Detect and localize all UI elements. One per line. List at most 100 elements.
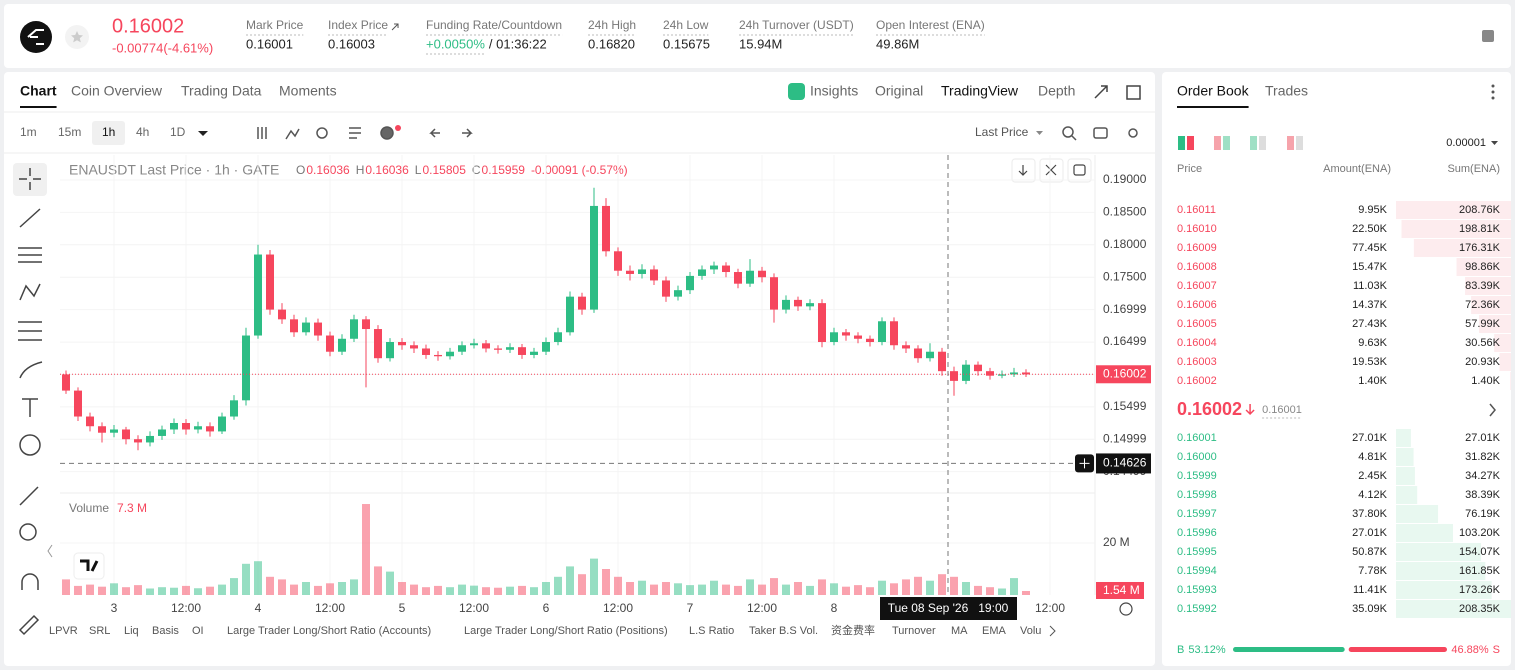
- more-indicators[interactable]: [1049, 625, 1056, 637]
- indicator[interactable]: LPVR: [49, 625, 78, 637]
- volume-bar: [374, 566, 382, 595]
- volume-bar: [794, 582, 802, 595]
- candle-body: [722, 265, 730, 273]
- indicator[interactable]: EMA: [982, 625, 1007, 637]
- volume-bar: [890, 583, 898, 595]
- volume-bar: [554, 576, 562, 595]
- book-price[interactable]: 0.16002: [1177, 375, 1217, 387]
- book-sum: 20.93K: [1465, 356, 1501, 368]
- book-amount: 19.53K: [1352, 356, 1388, 368]
- indicator[interactable]: SRL: [89, 625, 110, 637]
- book-price[interactable]: 0.15992: [1177, 603, 1217, 615]
- book-price[interactable]: 0.16011: [1177, 204, 1216, 216]
- book-price[interactable]: 0.16001: [1177, 432, 1217, 444]
- book-price[interactable]: 0.15997: [1177, 508, 1217, 520]
- book-amount: 35.09K: [1352, 603, 1388, 615]
- indicator[interactable]: Large Trader Long/Short Ratio (Accounts): [227, 625, 431, 637]
- book-price[interactable]: 0.15998: [1177, 489, 1217, 501]
- volume-bar: [170, 587, 178, 595]
- book-price[interactable]: 0.16000: [1177, 451, 1217, 463]
- buy-ratio: 53.12%: [1188, 644, 1226, 656]
- volume-bar: [494, 587, 502, 595]
- candle-body: [902, 345, 910, 349]
- price-type-caret[interactable]: [1036, 131, 1043, 135]
- chart-buttons[interactable]: [1011, 158, 1133, 616]
- menu-icon[interactable]: [1482, 30, 1494, 42]
- book-price[interactable]: 0.15993: [1177, 584, 1217, 596]
- indicator[interactable]: 资金费率: [831, 623, 875, 637]
- sell-ratio: 46.88%: [1451, 644, 1489, 656]
- book-price[interactable]: 0.16003: [1177, 356, 1217, 368]
- interval[interactable]: 1D: [170, 125, 186, 139]
- indicator[interactable]: Taker B.S Vol.: [749, 625, 818, 637]
- book-price[interactable]: 0.16006: [1177, 299, 1217, 311]
- price-type[interactable]: Last Price: [975, 125, 1029, 139]
- crosshair-price-label: 0.14626: [1103, 456, 1147, 470]
- volume-bar: [926, 580, 934, 595]
- candle-body: [986, 371, 994, 376]
- precision-caret[interactable]: [1491, 141, 1498, 145]
- book-price[interactable]: 0.16005: [1177, 318, 1217, 330]
- collapse[interactable]: [47, 544, 53, 558]
- tool-icons[interactable]: [257, 126, 1138, 141]
- crosshair-price-tag: [1096, 453, 1151, 474]
- book-layout-icons[interactable]: [1178, 136, 1303, 150]
- window-icon[interactable]: [1126, 85, 1141, 100]
- volume-bar: [866, 587, 874, 595]
- chart-tab[interactable]: Trading Data: [181, 83, 262, 99]
- interval[interactable]: 15m: [58, 125, 81, 139]
- depth-bar: [1396, 562, 1486, 580]
- depth-bar: [1401, 220, 1511, 238]
- column-header: Amount(ENA): [1323, 163, 1391, 175]
- drawing-tools[interactable]: [18, 168, 43, 636]
- x-tick-label: 12:00: [1035, 601, 1065, 615]
- book-sum: 57.99K: [1465, 318, 1501, 330]
- interval-caret[interactable]: [198, 131, 208, 136]
- expand-icon[interactable]: [1094, 85, 1108, 99]
- candle-body: [434, 354, 442, 357]
- book-price[interactable]: 0.15994: [1177, 565, 1217, 577]
- candle-body: [770, 277, 778, 310]
- book-price[interactable]: 0.16004: [1177, 337, 1217, 349]
- view-tab[interactable]: Original: [875, 83, 923, 99]
- book-more[interactable]: [1491, 84, 1495, 100]
- tv-glyph: [80, 559, 99, 572]
- book-price[interactable]: 0.15996: [1177, 527, 1217, 539]
- indicator[interactable]: Basis: [152, 625, 179, 637]
- indicator[interactable]: OI: [192, 625, 204, 637]
- mid-chevron[interactable]: [1489, 403, 1496, 417]
- candle-body: [338, 338, 346, 352]
- book-price[interactable]: 0.16010: [1177, 223, 1217, 235]
- volume-bar: [674, 583, 682, 595]
- indicator[interactable]: Large Trader Long/Short Ratio (Positions…: [464, 625, 668, 637]
- interval[interactable]: 1m: [20, 125, 37, 139]
- book-tab[interactable]: Trades: [1265, 83, 1308, 99]
- interval[interactable]: 4h: [136, 125, 149, 139]
- volume-bar: [386, 571, 394, 595]
- x-tick-label: 4: [255, 601, 262, 615]
- candle-body: [710, 265, 718, 270]
- candle-body: [542, 342, 550, 352]
- book-price[interactable]: 0.15999: [1177, 470, 1217, 482]
- book-price[interactable]: 0.16009: [1177, 242, 1217, 254]
- chart-tab[interactable]: Chart: [20, 83, 57, 99]
- indicator[interactable]: L.S Ratio: [689, 625, 734, 637]
- book-price[interactable]: 0.15995: [1177, 546, 1217, 558]
- book-price[interactable]: 0.16008: [1177, 261, 1217, 273]
- book-tab[interactable]: Order Book: [1177, 83, 1250, 99]
- candle-body: [638, 269, 646, 274]
- chart-tab[interactable]: Moments: [279, 83, 337, 99]
- precision[interactable]: 0.00001: [1446, 137, 1486, 149]
- indicator[interactable]: Turnover: [892, 625, 936, 637]
- indicator[interactable]: MA: [951, 625, 968, 637]
- stat-value: / 01:36:22: [489, 36, 547, 51]
- interval[interactable]: 1h: [102, 125, 115, 139]
- indicator[interactable]: Liq: [124, 625, 139, 637]
- link-icon: [391, 23, 399, 31]
- view-tab[interactable]: TradingView: [941, 83, 1019, 99]
- view-tab[interactable]: Insights: [810, 83, 858, 99]
- book-price[interactable]: 0.16007: [1177, 280, 1217, 292]
- indicator[interactable]: Volu: [1020, 625, 1041, 637]
- view-tab[interactable]: Depth: [1038, 83, 1075, 99]
- chart-tab[interactable]: Coin Overview: [71, 83, 163, 99]
